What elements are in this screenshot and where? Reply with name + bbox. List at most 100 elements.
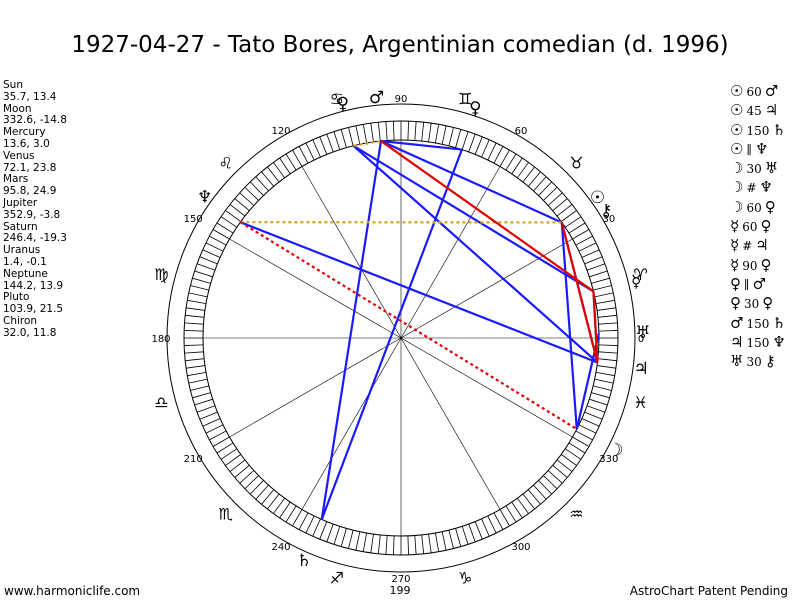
degree-label: 150 xyxy=(184,214,203,225)
degree-tick xyxy=(393,121,395,141)
degree-tick xyxy=(560,210,577,222)
aspect-row: ☉ ∥ ♆ xyxy=(730,140,786,159)
aspect-row: ☉ 60 ♂ xyxy=(730,82,786,101)
aspect-value: 30 xyxy=(746,162,762,177)
degree-tick xyxy=(225,210,242,222)
degree-tick xyxy=(202,418,221,427)
degree-tick xyxy=(273,497,285,514)
degree-tick xyxy=(448,127,454,146)
degree-tick xyxy=(578,242,597,252)
aspect-planet-a: ☉ xyxy=(730,139,744,158)
aspect-value: 60 xyxy=(746,200,762,215)
degree-tick xyxy=(244,475,259,490)
aspect-planet-a: ☽ xyxy=(730,197,744,216)
degree-tick xyxy=(595,299,615,305)
degree-label: 270 xyxy=(391,574,410,585)
degree-label: 240 xyxy=(271,542,290,553)
degree-tick xyxy=(377,122,381,142)
position-value: 35.7, 13.4 xyxy=(3,90,57,103)
degree-tick xyxy=(196,405,216,413)
degree-tick xyxy=(522,166,535,183)
degree-tick xyxy=(196,263,216,271)
degree-tick xyxy=(305,515,315,534)
aspect-row: ☉ 150 ♄ xyxy=(730,121,786,140)
degree-tick xyxy=(261,489,275,505)
degree-tick xyxy=(499,149,510,167)
aspect-planet-a: ☉ xyxy=(730,82,744,100)
aspect-value: 45 xyxy=(746,104,762,119)
aspect-planet-a: ☉ xyxy=(730,101,744,120)
degree-tick xyxy=(188,378,208,384)
sagittarius-sign: ♐ xyxy=(330,569,344,588)
degree-tick xyxy=(455,528,462,547)
degree-tick xyxy=(598,344,618,346)
saturn-glyph: ♄ xyxy=(296,551,311,571)
aspect-planet-b: ♆ xyxy=(755,139,769,158)
degree-tick xyxy=(298,512,309,530)
degree-tick xyxy=(584,256,603,265)
degree-tick xyxy=(184,344,204,346)
degree-tick xyxy=(239,192,255,206)
sign-spoke xyxy=(400,238,573,339)
degree-tick xyxy=(543,186,558,201)
degree-tick xyxy=(185,358,205,362)
degree-label: 60 xyxy=(515,126,528,137)
bottom-degree-marker: 199 xyxy=(389,584,411,597)
position-name: Chiron xyxy=(3,314,38,327)
aspect-line-pluto-jupiter xyxy=(352,144,599,364)
position-value: 95.8, 24.9 xyxy=(3,185,57,198)
aspect-line-mars-mercury xyxy=(380,140,595,293)
jupiter-glyph: ♃ xyxy=(634,359,649,379)
aspect-planet-b: ♂ xyxy=(764,82,779,100)
aspect-planet-b: ♀ xyxy=(760,255,772,274)
degree-tick xyxy=(499,509,510,527)
degree-tick xyxy=(186,307,205,311)
aspect-row: ♂ 150 ♄ xyxy=(730,314,786,333)
degree-tick xyxy=(597,314,617,318)
aspect-row: ☿ 60 ♀ xyxy=(730,217,786,236)
degree-tick xyxy=(267,166,280,183)
aspect-planet-b: ♄ xyxy=(772,120,786,139)
aspect-line-mars-sun xyxy=(380,140,563,224)
aspect-planet-b: ♆ xyxy=(759,178,773,197)
venus-glyph: ♀ xyxy=(469,99,481,119)
aspect-planet-a: ☽ xyxy=(730,159,744,178)
aspect-planet-a: ☽ xyxy=(730,178,744,197)
aspect-line-uranus-moon xyxy=(575,332,601,430)
cancer-sign: ♋ xyxy=(330,89,344,108)
degree-tick xyxy=(578,424,597,434)
aspect-line-sun-moon xyxy=(560,222,578,430)
degree-tick xyxy=(455,129,462,148)
degree-tick xyxy=(333,526,341,545)
degree-tick xyxy=(421,534,425,554)
planet-positions-list: Sun 35.7, 13.4 Moon 332.6, -14.8 Mercury 13.6… xyxy=(3,79,67,340)
aspect-line-pluto-mars xyxy=(353,139,382,147)
position-name: Sun xyxy=(3,79,23,91)
degree-tick xyxy=(598,351,618,354)
sign-spoke xyxy=(301,337,402,510)
degree-tick xyxy=(199,411,218,420)
degree-tick xyxy=(220,216,238,228)
degree-tick xyxy=(212,436,230,447)
degree-tick xyxy=(407,121,409,141)
degree-tick xyxy=(285,505,297,523)
degree-tick xyxy=(249,181,264,196)
sign-spoke xyxy=(400,166,501,339)
degree-tick xyxy=(538,181,553,196)
degree-tick xyxy=(517,162,529,179)
leo-sign: ♌ xyxy=(218,154,232,173)
degree-tick xyxy=(279,501,291,519)
aspect-line-neptune-moon xyxy=(239,221,578,431)
degree-tick xyxy=(184,330,204,332)
aspect-row: ♃ 150 ♆ xyxy=(730,333,786,352)
degree-tick xyxy=(333,131,341,150)
pluto-glyph: ♀ xyxy=(337,94,349,114)
degree-tick xyxy=(597,365,616,369)
degree-label: 30 xyxy=(602,214,615,225)
degree-tick xyxy=(493,512,504,530)
position-value: 72.1, 23.8 xyxy=(3,161,57,174)
footer-site-link[interactable]: www.harmoniclife.com xyxy=(4,584,141,598)
sun-glyph: ☉ xyxy=(590,188,605,208)
degree-tick xyxy=(594,378,614,384)
degree-tick xyxy=(441,531,447,551)
